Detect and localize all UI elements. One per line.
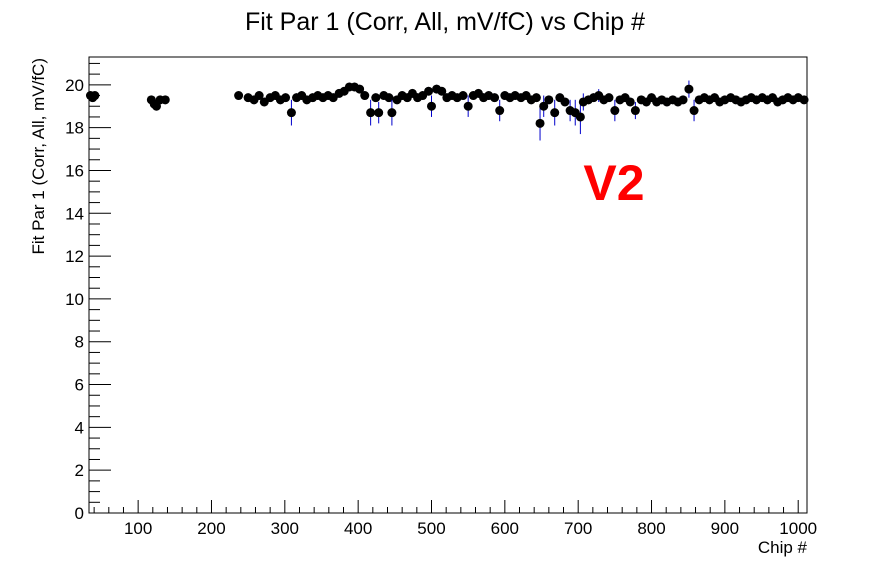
y-tick-label: 10 (65, 290, 84, 309)
data-point (560, 97, 570, 107)
data-point (90, 91, 100, 101)
x-tick-label: 900 (711, 519, 739, 538)
x-tick-label: 400 (344, 519, 372, 538)
x-tick-label: 1000 (779, 519, 817, 538)
x-tick-label: 800 (637, 519, 665, 538)
data-point (234, 91, 244, 101)
data-point (531, 93, 541, 103)
data-point (387, 108, 397, 118)
data-point (544, 95, 554, 105)
x-tick-label: 600 (491, 519, 519, 538)
data-point (355, 84, 365, 94)
y-tick-label: 12 (65, 247, 84, 266)
data-point (495, 106, 505, 116)
y-tick-label: 0 (75, 504, 84, 523)
version-annotation: V2 (583, 155, 644, 211)
chart-title: Fit Par 1 (Corr, All, mV/fC) vs Chip # (245, 8, 645, 36)
x-axis-ticks: 100 200 300 400 500 600 700 800 900 1000 (93, 500, 817, 538)
x-tick-label: 200 (197, 519, 225, 538)
data-point (374, 108, 384, 118)
data-point (160, 95, 170, 105)
data-point (360, 91, 370, 101)
y-tick-label: 16 (65, 161, 84, 180)
y-tick-label: 8 (75, 333, 84, 352)
data-point (424, 86, 434, 96)
data-point (437, 86, 447, 96)
data-point (610, 106, 620, 116)
y-tick-label: 4 (75, 418, 84, 437)
data-point (575, 112, 585, 122)
data-series (85, 80, 809, 141)
data-point (463, 101, 473, 111)
x-axis-label: Chip # (758, 538, 808, 557)
data-point (490, 93, 500, 103)
x-tick-label: 100 (124, 519, 152, 538)
x-tick-label: 700 (564, 519, 592, 538)
data-point (371, 93, 381, 103)
data-point (535, 118, 545, 128)
y-axis-label: Fit Par 1 (Corr, All, mV/fC) (29, 58, 48, 254)
data-point (550, 108, 560, 118)
data-point (684, 84, 694, 94)
data-point (678, 95, 688, 105)
plot-frame (88, 56, 808, 514)
data-point (254, 91, 264, 101)
data-point (458, 91, 468, 101)
data-point (426, 101, 436, 111)
y-tick-label: 14 (65, 204, 84, 223)
data-point (384, 93, 394, 103)
data-point (799, 95, 809, 105)
data-point (366, 108, 376, 118)
x-tick-label: 300 (271, 519, 299, 538)
y-tick-label: 2 (75, 461, 84, 480)
x-tick-label: 500 (417, 519, 445, 538)
data-point (689, 106, 699, 116)
y-tick-label: 20 (65, 76, 84, 95)
data-point (539, 101, 549, 111)
data-point (281, 93, 291, 103)
y-tick-label: 6 (75, 376, 84, 395)
data-point (286, 108, 296, 118)
data-point (630, 106, 640, 116)
y-tick-label: 18 (65, 119, 84, 138)
data-point (604, 93, 614, 103)
data-point (625, 97, 635, 107)
y-axis-ticks: 0 2 4 6 8 10 12 14 16 18 20 (65, 62, 111, 523)
